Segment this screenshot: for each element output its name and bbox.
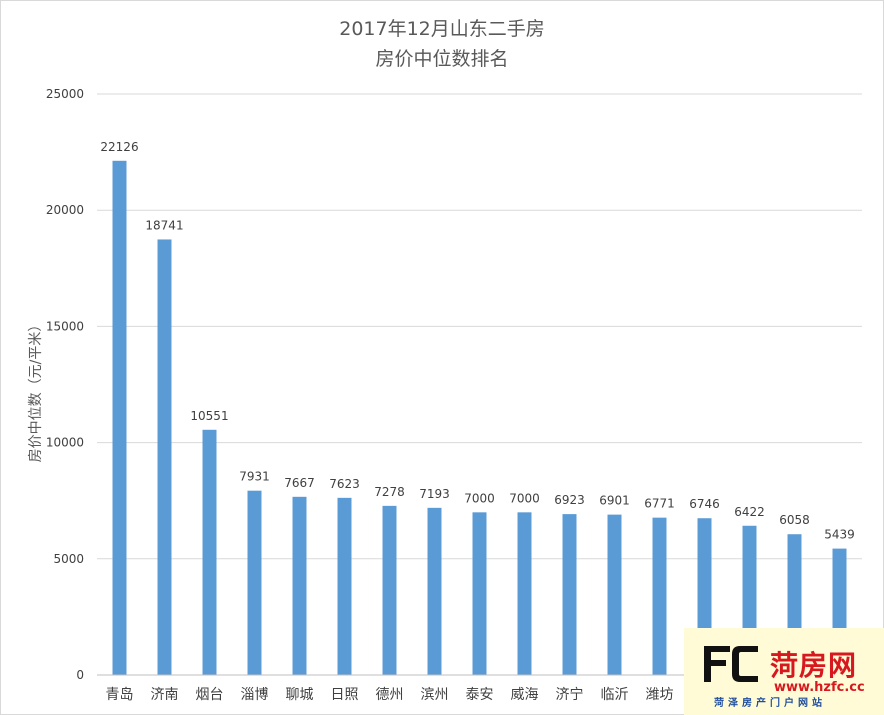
y-tick-label: 15000 bbox=[46, 319, 84, 333]
category-label: 德州 bbox=[376, 687, 404, 703]
category-label: 临沂 bbox=[601, 687, 629, 703]
y-tick-label: 20000 bbox=[46, 203, 84, 217]
bar bbox=[112, 160, 127, 676]
chart-title-line-1: 2017年12月山东二手房 bbox=[339, 18, 545, 40]
data-label: 6923 bbox=[554, 493, 585, 507]
bar bbox=[562, 514, 577, 675]
watermark-logo: 菏房网 www.hzfc.cc 菏泽房产门户网站 bbox=[684, 628, 884, 715]
category-label: 青岛 bbox=[106, 687, 134, 703]
bars bbox=[112, 160, 847, 676]
data-labels: 22126 18741 10551 7931 7667 7623 7278 7193 7000 7… bbox=[100, 140, 854, 542]
y-tick-label: 5000 bbox=[53, 552, 84, 566]
data-label: 7623 bbox=[329, 477, 360, 491]
category-label: 济南 bbox=[151, 687, 179, 703]
bar bbox=[202, 429, 217, 675]
category-label: 潍坊 bbox=[646, 687, 674, 703]
category-label: 泰安 bbox=[466, 687, 494, 703]
gridlines bbox=[97, 93, 862, 560]
data-label: 7000 bbox=[464, 491, 495, 505]
category-label: 济宁 bbox=[556, 686, 584, 703]
watermark-name: 菏房网 bbox=[770, 649, 858, 682]
fc-logo-icon bbox=[704, 646, 758, 682]
data-label: 18741 bbox=[145, 218, 183, 232]
category-label: 聊城 bbox=[286, 687, 314, 703]
y-tick-label: 25000 bbox=[46, 87, 84, 101]
data-label: 6901 bbox=[599, 494, 630, 508]
category-labels: 青岛济南烟台淄博聊城日照德州滨州泰安威海济宁临沂潍坊东营 bbox=[106, 686, 719, 703]
bar bbox=[472, 512, 487, 675]
watermark-url: www.hzfc.cc bbox=[774, 680, 865, 695]
data-label: 6058 bbox=[779, 513, 810, 527]
bar bbox=[427, 507, 442, 675]
data-label: 7193 bbox=[419, 487, 450, 501]
data-label: 10551 bbox=[190, 409, 228, 423]
category-label: 滨州 bbox=[421, 687, 449, 703]
data-label: 6422 bbox=[734, 505, 765, 519]
bar bbox=[382, 505, 397, 675]
bar bbox=[337, 497, 352, 675]
bar bbox=[607, 514, 622, 675]
data-label: 7000 bbox=[509, 491, 540, 505]
category-label: 威海 bbox=[511, 687, 539, 703]
data-label: 6771 bbox=[644, 497, 675, 511]
y-axis-ticks: 0 5000 10000 15000 20000 25000 bbox=[46, 87, 84, 682]
y-axis-label: 房价中位数（元/平米） bbox=[28, 318, 44, 463]
category-label: 淄博 bbox=[241, 686, 269, 703]
watermark-tagline: 菏泽房产门户网站 bbox=[714, 698, 826, 709]
bar bbox=[652, 517, 667, 675]
data-label: 7278 bbox=[374, 485, 405, 499]
bar bbox=[157, 239, 172, 675]
chart-title-line-2: 房价中位数排名 bbox=[375, 48, 508, 70]
data-label: 7667 bbox=[284, 476, 315, 490]
bar bbox=[517, 512, 532, 675]
bar bbox=[292, 496, 307, 675]
bar bbox=[247, 490, 262, 675]
data-label: 7931 bbox=[239, 470, 270, 484]
category-label: 烟台 bbox=[196, 687, 224, 703]
data-label: 5439 bbox=[824, 528, 855, 542]
data-label: 6746 bbox=[689, 497, 720, 511]
data-label: 22126 bbox=[100, 140, 138, 154]
y-tick-label: 10000 bbox=[46, 436, 84, 450]
y-tick-label: 0 bbox=[76, 668, 84, 682]
category-label: 日照 bbox=[331, 687, 359, 703]
